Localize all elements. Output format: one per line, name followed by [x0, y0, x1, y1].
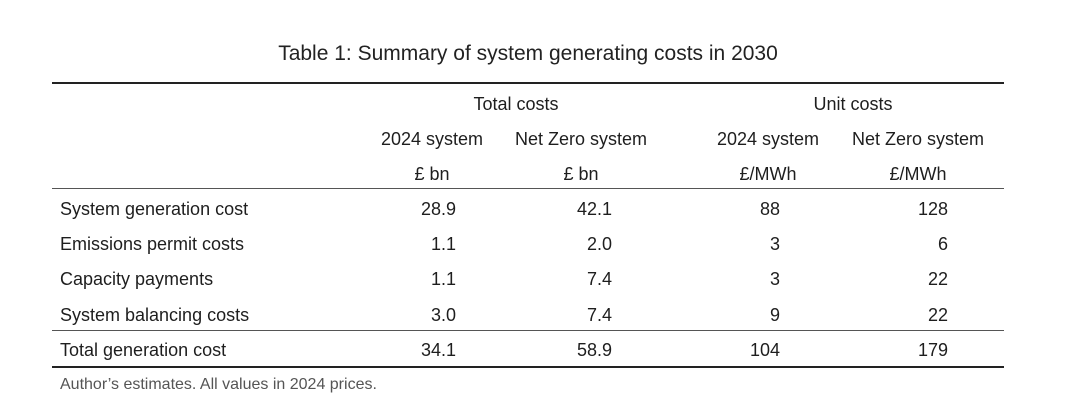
table-row: Emissions permit costs 1.1 2.0 3 6 [0, 234, 1080, 269]
column-header-total-netzero: Net Zero system [514, 129, 648, 149]
cell-total-2024: 1.1 [430, 234, 456, 254]
cell-total-netzero: 7.4 [586, 269, 612, 289]
group-header-total-costs: Total costs [473, 94, 559, 114]
table-row: System generation cost 28.9 42.1 88 128 [0, 199, 1080, 234]
cell-unit-netzero: 128 [917, 199, 948, 219]
table-row: System balancing costs 3.0 7.4 9 22 [0, 305, 1080, 340]
cell-total-2024: 1.1 [430, 269, 456, 289]
cell-unit-netzero: 22 [927, 269, 948, 289]
table-note: Author’s estimates. All values in 2024 p… [60, 376, 377, 393]
cell-unit-2024: 9 [769, 305, 780, 325]
cell-unit-2024: 3 [769, 269, 780, 289]
cell-unit-netzero: 22 [927, 305, 948, 325]
total-cell-total-netzero: 58.9 [576, 340, 612, 360]
group-header-unit-costs: Unit costs [813, 94, 893, 114]
cell-total-netzero: 7.4 [586, 305, 612, 325]
row-label: Emissions permit costs [60, 234, 245, 254]
cell-total-2024: 28.9 [420, 199, 456, 219]
cell-unit-netzero: 6 [937, 234, 948, 254]
total-cell-unit-netzero: 179 [917, 340, 948, 360]
cell-total-2024: 3.0 [430, 305, 456, 325]
cell-unit-2024: 88 [759, 199, 780, 219]
cell-total-netzero: 2.0 [586, 234, 612, 254]
row-label: System generation cost [60, 199, 249, 219]
row-label: Capacity payments [60, 269, 214, 289]
total-rule [52, 330, 1004, 331]
bottom-rule [52, 366, 1004, 368]
row-label: System balancing costs [60, 305, 250, 325]
column-header-total-2024: 2024 system [380, 129, 484, 149]
total-cell-unit-2024: 104 [749, 340, 780, 360]
header-rule [52, 188, 1004, 189]
column-unit-unit-2024: £/MWh [739, 164, 797, 184]
total-cell-total-2024: 34.1 [420, 340, 456, 360]
total-row-label: Total generation cost [60, 340, 227, 360]
column-unit-unit-netzero: £/MWh [889, 164, 947, 184]
column-header-unit-2024: 2024 system [716, 129, 820, 149]
cell-total-netzero: 42.1 [576, 199, 612, 219]
column-unit-total-netzero: £ bn [563, 164, 599, 184]
total-row: Total generation cost 34.1 58.9 104 179 [0, 340, 1080, 375]
column-unit-total-2024: £ bn [414, 164, 450, 184]
table-row: Capacity payments 1.1 7.4 3 22 [0, 269, 1080, 304]
table-title: Table 1: Summary of system generating co… [278, 42, 778, 65]
column-header-unit-netzero: Net Zero system [851, 129, 985, 149]
cell-unit-2024: 3 [769, 234, 780, 254]
top-rule [52, 82, 1004, 84]
